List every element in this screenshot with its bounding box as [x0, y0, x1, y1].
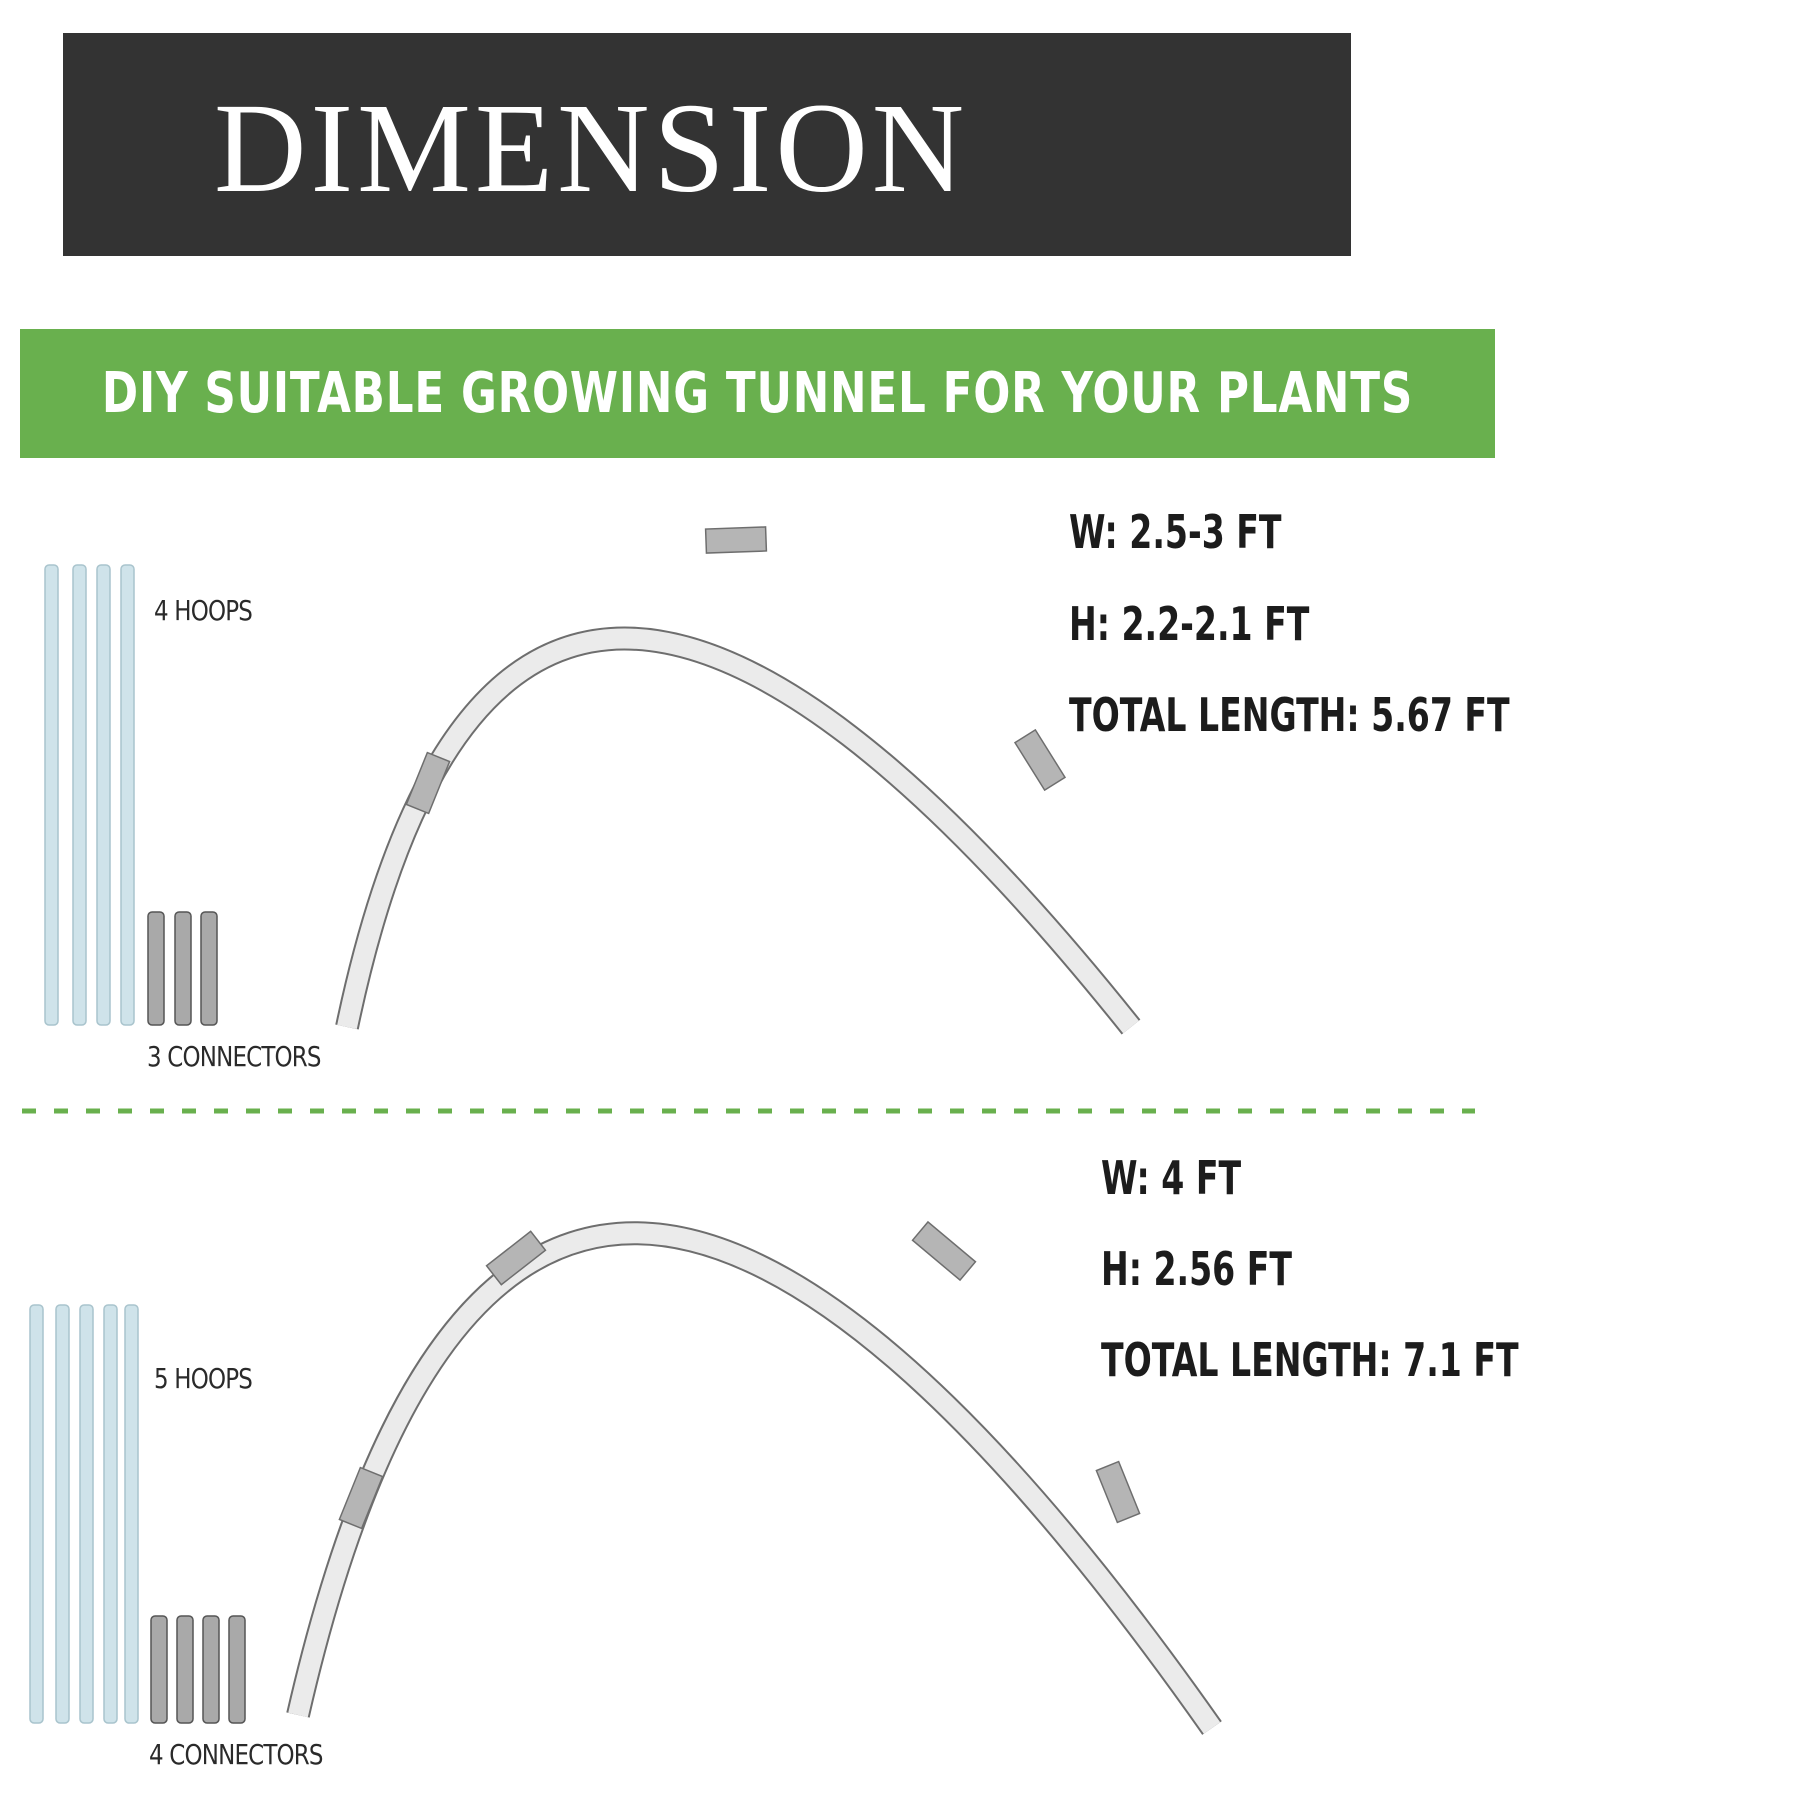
connector — [150, 1615, 168, 1724]
green-banner: DIY SUITABLE GROWING TUNNEL FOR YOUR PLA… — [20, 329, 1495, 458]
set1-arch — [335, 626, 1141, 1035]
connector — [202, 1615, 220, 1724]
title-banner: DIMENSION — [63, 33, 1351, 256]
arch-joint — [704, 526, 768, 554]
set2-total-length: TOTAL LENGTH: 7.1 FT — [1101, 1333, 1519, 1387]
arch-joint — [1013, 728, 1067, 792]
set2-arch — [286, 1221, 1222, 1735]
page-title: DIMENSION — [214, 77, 969, 219]
hoop-rod — [44, 564, 59, 1026]
set2-hoop-rods — [29, 1304, 139, 1724]
set2-height: H: 2.56 FT — [1101, 1242, 1292, 1296]
set1-hoop-rods — [44, 564, 135, 1026]
set1-connectors-label: 3 CONNECTORS — [147, 1040, 322, 1073]
arch-joint — [485, 1230, 547, 1286]
set1-arch-joints — [405, 526, 1067, 815]
hoop-rod — [55, 1304, 70, 1724]
set1-total-length: TOTAL LENGTH: 5.67 FT — [1069, 688, 1510, 742]
hoop-rod — [29, 1304, 44, 1724]
set1-height: H: 2.2-2.1 FT — [1069, 597, 1310, 651]
set1-width: W: 2.5-3 FT — [1069, 505, 1282, 559]
set2-arch-joints — [338, 1220, 1141, 1530]
arch-joint — [1095, 1460, 1141, 1524]
arch-joint — [911, 1220, 977, 1282]
set2-width: W: 4 FT — [1101, 1151, 1242, 1205]
set2-connectors — [150, 1615, 246, 1724]
set1-hoops-label: 4 HOOPS — [154, 594, 253, 627]
banner-text: DIY SUITABLE GROWING TUNNEL FOR YOUR PLA… — [101, 361, 1414, 426]
set2-connectors-label: 4 CONNECTORS — [149, 1738, 324, 1771]
hoop-rod — [79, 1304, 94, 1724]
arch-joint — [338, 1466, 384, 1530]
hoop-rod — [96, 564, 111, 1026]
connector — [174, 911, 192, 1026]
hoop-rod — [72, 564, 87, 1026]
connector — [228, 1615, 246, 1724]
set1-connectors — [147, 911, 218, 1026]
set2-hoops-label: 5 HOOPS — [154, 1362, 253, 1395]
hoop-rod — [120, 564, 135, 1026]
hoop-rod — [124, 1304, 139, 1724]
connector — [176, 1615, 194, 1724]
connector — [147, 911, 165, 1026]
connector — [200, 911, 218, 1026]
hoop-rod — [103, 1304, 118, 1724]
arch-joint — [405, 751, 451, 815]
